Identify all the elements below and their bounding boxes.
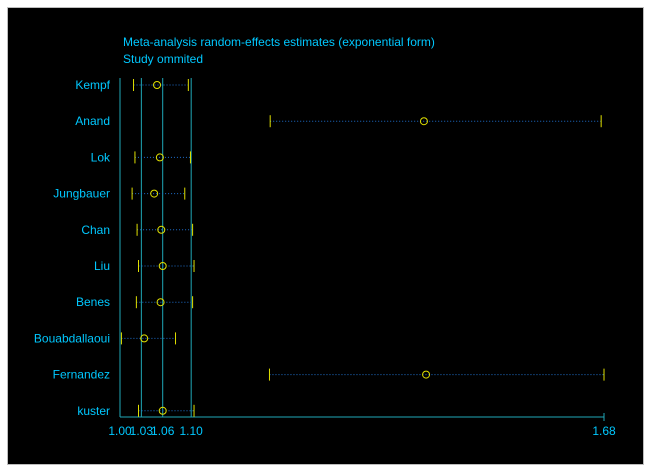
point-estimate-marker [140,334,149,343]
study-label: Benes [76,295,110,309]
x-tick-label: 1.10 [179,424,203,438]
study-label: Fernandez [53,368,110,382]
study-row: Lok [91,150,191,164]
study-label: kuster [77,404,110,418]
study-rows: Kempf Anand Lok Jungbauer Chan Liu Benes Bouabd… [34,78,605,418]
study-label: Kempf [75,78,110,92]
study-label: Anand [75,114,110,128]
study-row: Bouabdallaoui [34,331,177,345]
forest-plot: Meta-analysis random-effects estimates (… [34,35,616,438]
study-label: Lok [91,150,111,164]
point-estimate-marker [422,370,431,379]
study-label: Liu [94,259,110,273]
study-row: Jungbauer [53,187,186,201]
study-row: Chan [81,223,194,237]
x-tick-label: 1.06 [151,424,175,438]
point-estimate-marker [156,298,165,307]
point-estimate-marker [419,117,428,126]
study-row: Benes [76,295,194,309]
study-label: Bouabdallaoui [34,331,110,345]
x-tick-label: 1.68 [592,424,616,438]
point-estimate-marker [150,189,159,198]
point-estimate-marker [155,153,164,162]
point-estimate-marker [157,225,166,234]
point-estimate-marker [158,262,167,270]
study-row: Liu [94,259,195,273]
reference-lines [119,78,192,417]
study-label: Jungbauer [53,187,110,201]
study-row: Kempf [75,78,189,92]
study-row: Anand [75,114,602,128]
point-estimate-marker [153,81,162,89]
study-row: Fernandez [53,368,605,382]
study-label: Chan [81,223,110,237]
chart-frame: Meta-analysis random-effects estimates (… [7,7,644,465]
point-estimate-marker [158,406,167,415]
chart-subtitle: Study ommited [123,52,203,66]
x-tick-label: 1.03 [130,424,154,438]
x-tick-label: 1.00 [108,424,132,438]
x-axis: 1.001.031.06 1.10 1.68 [108,413,616,438]
chart-title: Meta-analysis random-effects estimates (… [123,35,435,49]
study-row: kuster [77,404,195,418]
